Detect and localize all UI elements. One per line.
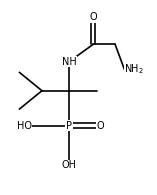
Text: NH: NH: [62, 57, 77, 67]
Text: O: O: [89, 12, 97, 22]
Text: P: P: [66, 121, 72, 131]
Text: HO: HO: [17, 121, 32, 131]
Text: OH: OH: [62, 160, 77, 170]
Text: NH$_2$: NH$_2$: [124, 63, 144, 76]
Text: O: O: [96, 121, 104, 131]
